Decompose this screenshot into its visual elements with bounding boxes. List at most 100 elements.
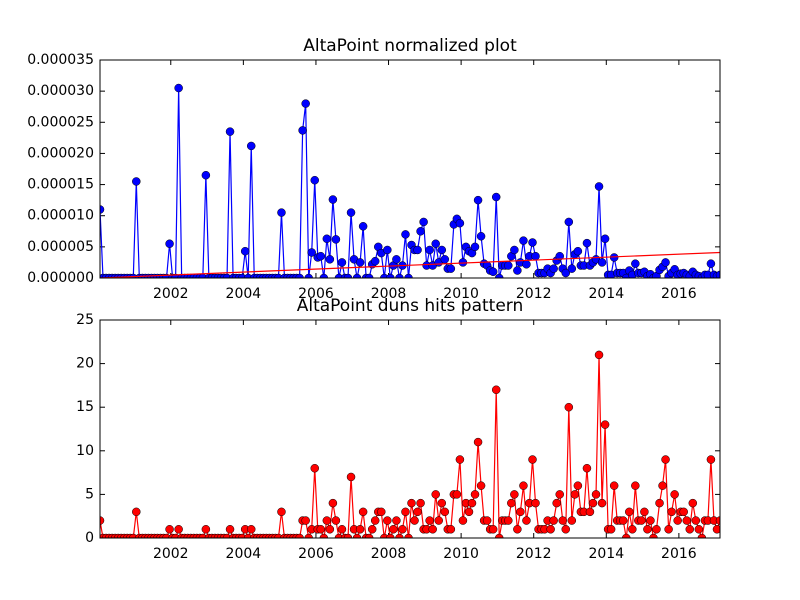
data-point	[431, 239, 440, 248]
data-point	[304, 273, 313, 278]
data-point	[652, 525, 661, 534]
data-point	[331, 516, 341, 525]
data-point	[295, 273, 304, 278]
data-point	[307, 248, 316, 257]
data-point	[494, 273, 504, 278]
data-point	[618, 516, 628, 525]
data-point	[174, 525, 183, 534]
x-tick-label: 2012	[516, 286, 552, 302]
y-tick-label: 0.000005	[27, 239, 94, 255]
data-point	[476, 481, 486, 490]
data-point	[295, 533, 304, 538]
data-point	[528, 238, 537, 247]
data-point	[392, 255, 401, 264]
data-point	[325, 255, 335, 264]
data-point	[594, 350, 604, 360]
data-point	[413, 245, 422, 255]
x-tick-label: 2008	[371, 546, 407, 562]
data-point	[446, 525, 456, 534]
data-point	[528, 455, 537, 464]
data-point	[625, 507, 634, 517]
data-point	[337, 525, 347, 534]
data-point	[664, 525, 673, 534]
data-point	[165, 239, 174, 248]
data-point	[301, 516, 310, 525]
data-point	[640, 507, 649, 517]
data-point	[343, 533, 353, 538]
data-point	[225, 525, 235, 534]
data-point	[440, 507, 450, 517]
data-point	[661, 258, 670, 267]
data-point	[549, 516, 558, 525]
y-tick-label: 20	[76, 356, 94, 372]
data-point	[507, 498, 516, 508]
data-point	[404, 273, 413, 278]
data-point	[346, 472, 356, 482]
data-point	[398, 525, 407, 534]
data-point	[346, 208, 356, 217]
y-tick-label: 0.000030	[27, 83, 94, 99]
data-point	[464, 507, 474, 517]
data-point	[567, 516, 577, 525]
data-point	[246, 525, 256, 534]
data-point	[600, 234, 610, 244]
data-point	[431, 490, 440, 499]
y-tick-label: 0.000025	[27, 114, 94, 130]
data-point	[637, 516, 646, 525]
data-point	[240, 246, 250, 256]
data-point	[570, 490, 580, 499]
data-point	[685, 525, 695, 534]
data-point	[440, 255, 450, 264]
data-point	[358, 222, 368, 231]
data-point	[132, 507, 141, 517]
data-point	[383, 516, 392, 525]
data-point	[410, 516, 419, 525]
data-point	[395, 273, 404, 278]
y-tick-label: 0.000000	[27, 270, 94, 286]
data-point	[549, 264, 558, 273]
data-point	[594, 182, 604, 191]
chart-title: AltaPoint duns hits pattern	[297, 296, 524, 316]
data-point	[597, 258, 607, 267]
data-point	[546, 525, 555, 534]
data-point	[407, 498, 416, 508]
data-point	[591, 490, 601, 499]
x-tick-label: 2006	[298, 286, 334, 302]
data-point	[132, 177, 141, 186]
data-point	[473, 437, 483, 447]
data-point	[370, 256, 380, 266]
data-point	[225, 127, 235, 136]
data-point	[555, 490, 564, 499]
data-point	[488, 525, 498, 534]
data-point	[328, 195, 338, 204]
x-tick-label: 2002	[153, 546, 189, 562]
data-point	[606, 525, 616, 534]
data-point	[355, 258, 365, 267]
data-point	[165, 525, 174, 534]
data-point	[582, 238, 592, 248]
data-point	[328, 498, 338, 508]
x-tick-label: 2008	[371, 286, 407, 302]
data-point	[588, 498, 598, 508]
data-point	[673, 516, 682, 525]
x-tick-label: 2016	[661, 546, 697, 562]
data-point	[277, 507, 286, 517]
data-point	[401, 507, 410, 517]
data-point	[355, 525, 365, 534]
data-point	[522, 260, 531, 269]
data-point	[561, 525, 571, 534]
data-point	[386, 273, 395, 278]
data-point	[100, 516, 105, 525]
data-point	[491, 192, 501, 202]
data-point	[386, 533, 395, 538]
data-point	[370, 516, 380, 525]
data-point	[404, 533, 413, 538]
x-tick-label: 2004	[226, 286, 262, 302]
data-point	[395, 533, 404, 538]
data-point	[670, 490, 679, 499]
data-point	[513, 266, 522, 275]
data-point	[419, 217, 428, 227]
data-point	[494, 533, 504, 538]
data-point	[352, 533, 362, 538]
